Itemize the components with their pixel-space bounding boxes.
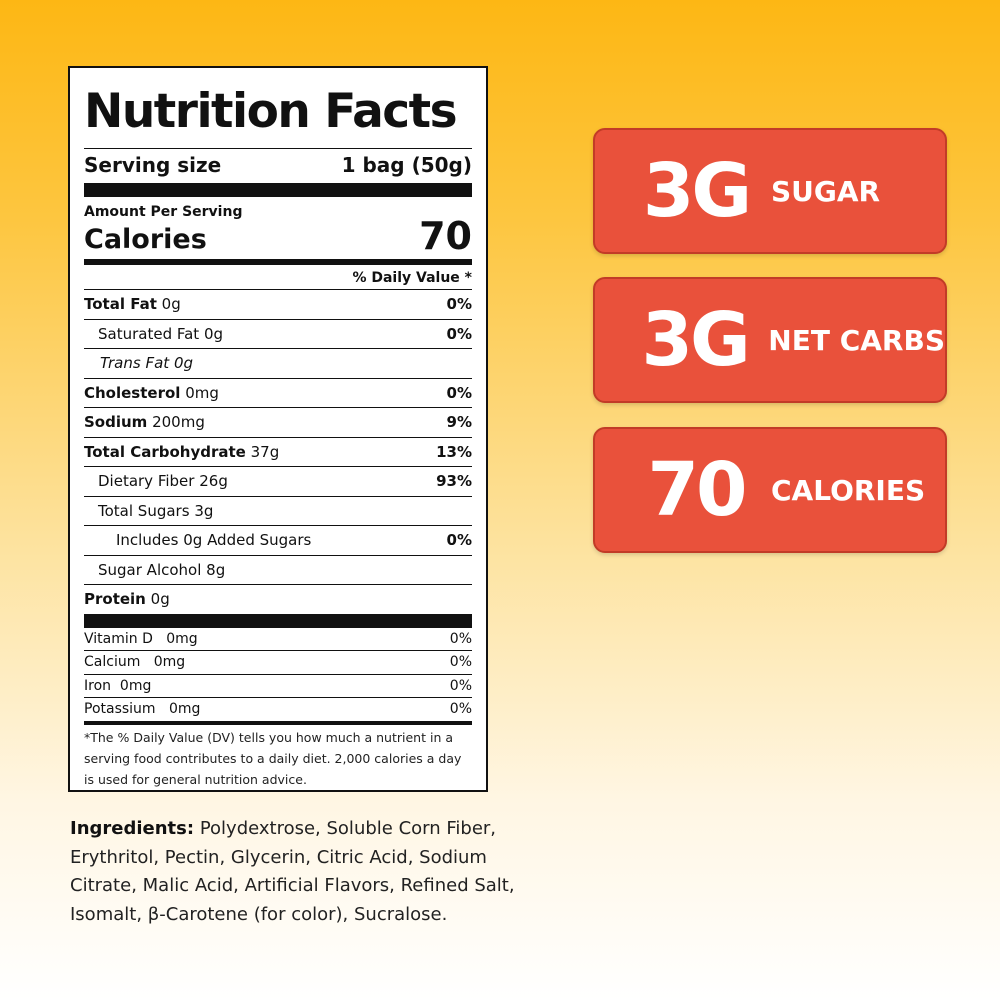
calories-label: Calories bbox=[84, 224, 207, 255]
nutrient-amount: 0g bbox=[173, 354, 194, 373]
nutrient-amount: 0mg bbox=[185, 383, 219, 402]
badge-value: 70 bbox=[647, 447, 748, 533]
nutrient-name: Dietary Fiber bbox=[98, 472, 195, 491]
vitamin-amount: 0mg bbox=[119, 677, 152, 694]
nutrient-row-trans-fat: Trans Fat 0g bbox=[84, 349, 472, 379]
vitamin-amount: 0mg bbox=[153, 654, 186, 671]
ingredients-label: Ingredients: bbox=[70, 818, 195, 839]
nutrient-name: Cholesterol bbox=[84, 383, 181, 402]
nutrient-dv: 0% bbox=[446, 295, 472, 314]
vitamin-name: Calcium bbox=[84, 654, 141, 671]
nutrient-name: Sugar Alcohol bbox=[98, 560, 202, 579]
nutrient-row-added-sugars: Includes 0g Added Sugars 0% bbox=[84, 526, 472, 556]
vitamin-name: Vitamin D bbox=[84, 630, 153, 647]
nutrient-name: Protein bbox=[84, 590, 146, 609]
nutrient-row-cholesterol: Cholesterol 0mg 0% bbox=[84, 379, 472, 408]
nutrient-name: Total Fat bbox=[84, 295, 157, 314]
nutrient-row-saturated-fat: Saturated Fat 0g 0% bbox=[84, 320, 472, 349]
badge-value: 3G bbox=[642, 148, 752, 234]
nutrient-name: Trans Fat bbox=[100, 354, 170, 373]
nutrient-dv: 0% bbox=[446, 324, 472, 343]
nutrient-amount: 3g bbox=[194, 501, 214, 520]
vitamin-dv: 0% bbox=[449, 630, 472, 647]
vitamin-dv: 0% bbox=[449, 701, 472, 718]
nutrient-amount: 0g bbox=[150, 590, 170, 609]
nutrient-amount: 26g bbox=[199, 472, 228, 491]
nutrition-facts-title: Nutrition Facts bbox=[84, 84, 458, 139]
net-carbs-badge: 3G NET CARBS bbox=[593, 277, 947, 403]
serving-size-label: Serving size bbox=[84, 153, 222, 177]
nutrient-name: Sodium bbox=[84, 413, 148, 432]
nutrient-dv: 93% bbox=[436, 472, 472, 491]
calories-row: Calories 70 bbox=[84, 217, 472, 255]
thick-divider bbox=[84, 613, 472, 628]
vitamin-row-potassium: Potassium 0mg 0% bbox=[84, 698, 472, 721]
sugar-badge: 3G SUGAR bbox=[593, 128, 947, 254]
nutrient-row-sugar-alcohol: Sugar Alcohol 8g bbox=[84, 556, 472, 585]
vitamin-row-calcium: Calcium 0mg 0% bbox=[84, 651, 472, 675]
nutrient-row-total-carbohydrate: Total Carbohydrate 37g 13% bbox=[84, 438, 472, 467]
vitamin-dv: 0% bbox=[449, 677, 472, 694]
amount-per-serving: Amount Per Serving bbox=[84, 204, 243, 220]
nutrient-dv: 0% bbox=[446, 383, 472, 402]
vitamin-dv: 0% bbox=[449, 654, 472, 671]
badge-label: CALORIES bbox=[771, 473, 926, 507]
serving-size-row: Serving size 1 bag (50g) bbox=[84, 148, 472, 179]
nutrient-dv: 9% bbox=[446, 413, 472, 432]
calories-value: 70 bbox=[419, 214, 472, 258]
nutrient-name: Includes bbox=[116, 531, 179, 550]
nutrient-amount: 37g bbox=[250, 442, 280, 461]
nutrient-amount: 0g bbox=[203, 324, 224, 343]
badge-label: SUGAR bbox=[771, 174, 881, 208]
vitamin-row-iron: Iron 0mg 0% bbox=[84, 675, 472, 698]
nutrient-name: Saturated Fat bbox=[98, 324, 200, 343]
nutrient-row-protein: Protein 0g bbox=[84, 585, 472, 614]
vitamin-name: Iron bbox=[84, 677, 112, 694]
daily-value-header: % Daily Value * bbox=[84, 265, 472, 290]
nutrient-amount: 8g bbox=[206, 560, 226, 579]
nutrient-dv: 0% bbox=[446, 531, 472, 550]
serving-size-value: 1 bag (50g) bbox=[341, 153, 472, 177]
nutrition-facts-label: Nutrition Facts Serving size 1 bag (50g)… bbox=[68, 66, 488, 792]
vitamin-amount: 0mg bbox=[168, 701, 201, 718]
nutrient-suffix: Added Sugars bbox=[207, 531, 312, 550]
nutrient-row-dietary-fiber: Dietary Fiber 26g 93% bbox=[84, 467, 472, 497]
nutrient-amount: 200mg bbox=[152, 413, 205, 432]
badge-label: NET CARBS bbox=[768, 323, 945, 357]
badge-value: 3G bbox=[641, 297, 751, 383]
nutrient-name: Total Sugars bbox=[98, 501, 190, 520]
vitamin-row-vitamin-d: Vitamin D 0mg 0% bbox=[84, 628, 472, 651]
medium-divider bbox=[84, 259, 472, 265]
nutrient-amount: 0g bbox=[161, 295, 181, 314]
nutrient-name: Total Carbohydrate bbox=[84, 442, 246, 461]
thick-divider bbox=[84, 183, 472, 197]
vitamin-amount: 0mg bbox=[166, 630, 198, 647]
nutrient-row-total-fat: Total Fat 0g 0% bbox=[84, 290, 472, 320]
calories-badge: 70 CALORIES bbox=[593, 427, 947, 553]
nutrient-amount: 0g bbox=[183, 531, 203, 550]
nutrient-row-sodium: Sodium 200mg 9% bbox=[84, 408, 472, 438]
vitamin-name: Potassium bbox=[84, 701, 156, 718]
nutrient-row-total-sugars: Total Sugars 3g bbox=[84, 497, 472, 526]
ingredients-text: Polydextrose, Soluble Corn Fiber, Erythr… bbox=[70, 818, 515, 925]
daily-value-footnote: *The % Daily Value (DV) tells you how mu… bbox=[84, 729, 462, 787]
bottom-divider bbox=[84, 720, 472, 725]
ingredients-block: Ingredients: Polydextrose, Soluble Corn … bbox=[70, 815, 550, 929]
nutrient-dv: 13% bbox=[436, 442, 472, 461]
